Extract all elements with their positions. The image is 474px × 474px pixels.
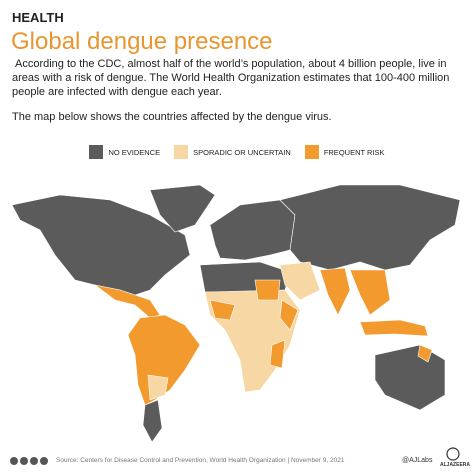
europe (209, 199, 296, 261)
australia (374, 344, 446, 411)
south-cone (142, 399, 163, 443)
legend-label: NO EVIDENCE (108, 147, 161, 157)
legend-label: SPORADIC OR UNCERTAIN (193, 147, 291, 157)
legend-swatch (174, 145, 189, 159)
legend: NO EVIDENCE SPORADIC OR UNCERTAIN FREQUENT… (0, 145, 474, 159)
south-asia (319, 267, 351, 316)
brand-logo (446, 447, 460, 461)
kicker: HEALTH (12, 10, 64, 25)
africa-frequent (209, 279, 299, 369)
australia-frequent (417, 344, 433, 363)
handle: @AJLabs (402, 457, 433, 464)
legend-item: FREQUENT RISK (304, 145, 385, 159)
license-icons (10, 457, 48, 465)
brand: ALJAZEERA (440, 462, 471, 468)
greenland (149, 184, 216, 233)
legend-item: NO EVIDENCE (89, 145, 160, 159)
indonesia (359, 319, 429, 337)
legend-swatch (304, 145, 319, 159)
title: Global dengue presence (11, 28, 273, 55)
intro-text: The map below shows the countries affect… (12, 111, 332, 123)
south-america-sporadic (147, 374, 169, 401)
central-america (94, 284, 161, 319)
source: Source: Centers for Disease Control and … (56, 457, 345, 464)
legend-label: FREQUENT RISK (323, 147, 385, 157)
middle-east (279, 261, 321, 301)
legend-item: SPORADIC OR UNCERTAIN (174, 145, 291, 159)
southeast-asia (349, 269, 391, 316)
north-america (11, 194, 191, 296)
asia (279, 184, 461, 271)
intro-text: According to the CDC, almost half of the… (12, 58, 450, 98)
legend-swatch (89, 145, 104, 159)
